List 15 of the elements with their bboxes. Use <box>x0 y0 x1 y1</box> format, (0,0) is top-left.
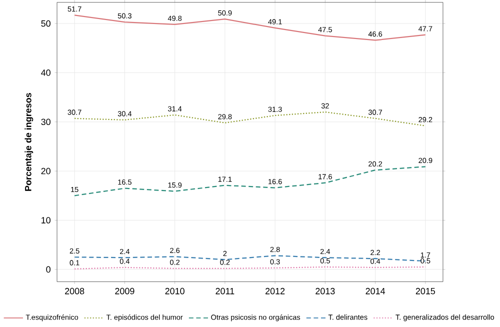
y-tick-label: 40 <box>41 70 50 76</box>
x-tick-label: 2010 <box>165 288 184 294</box>
y-tick-label: 50 <box>41 20 50 27</box>
x-tick-label: 2009 <box>115 288 134 294</box>
y-tick-label: 0 <box>46 266 50 273</box>
y-tick-label: 10 <box>42 217 50 224</box>
x-tick-label: 2011 <box>216 288 234 294</box>
x-tick-label: 2014 <box>366 288 386 294</box>
y-tick-label: 30 <box>41 118 50 126</box>
y-axis-title: Porcentaje de ingresos <box>24 93 34 192</box>
x-tick-label: 2013 <box>316 288 335 294</box>
x-tick-label: 2008 <box>65 288 84 294</box>
x-tick-label: 2015 <box>416 288 436 294</box>
x-tick-label: 2012 <box>266 288 285 294</box>
y-tick-label: 20 <box>41 168 50 174</box>
